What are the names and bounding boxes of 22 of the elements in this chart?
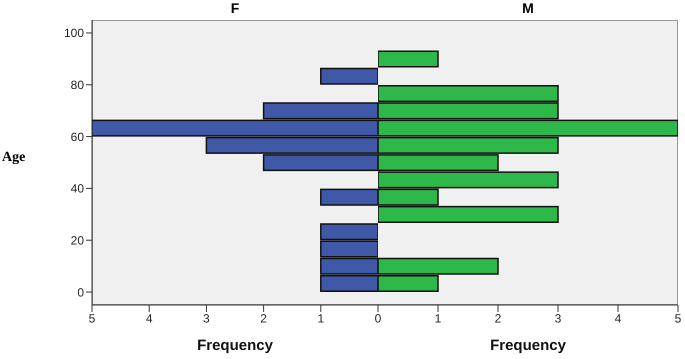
x-tick-label: 1: [317, 312, 324, 326]
x-tick-label: 5: [674, 312, 682, 326]
x-tick-label: 2: [494, 312, 502, 326]
x-tick-label: 3: [203, 312, 210, 326]
x-axis-title: Frequency: [197, 337, 274, 354]
x-tick-label: 5: [88, 312, 96, 326]
chart-title: M: [521, 0, 535, 16]
x-axis-title: Frequency: [490, 337, 567, 354]
chart-title: F: [230, 0, 240, 16]
y-tick-label: 60: [70, 130, 84, 144]
x-tick-label: 4: [614, 312, 622, 326]
x-tick-label: 0: [374, 312, 382, 326]
y-tick-label: 40: [70, 182, 84, 196]
x-tick-label: 4: [146, 312, 153, 326]
x-tick-label: 2: [260, 312, 268, 326]
x-tick-label: 1: [434, 312, 442, 326]
x-tick-label: 3: [554, 312, 562, 326]
y-tick-label: 100: [64, 26, 84, 40]
y-tick-label: 20: [70, 233, 84, 248]
y-tick-label: 0: [77, 285, 84, 300]
y-axis-title: Age: [2, 150, 26, 166]
y-tick-label: 80: [70, 78, 84, 92]
